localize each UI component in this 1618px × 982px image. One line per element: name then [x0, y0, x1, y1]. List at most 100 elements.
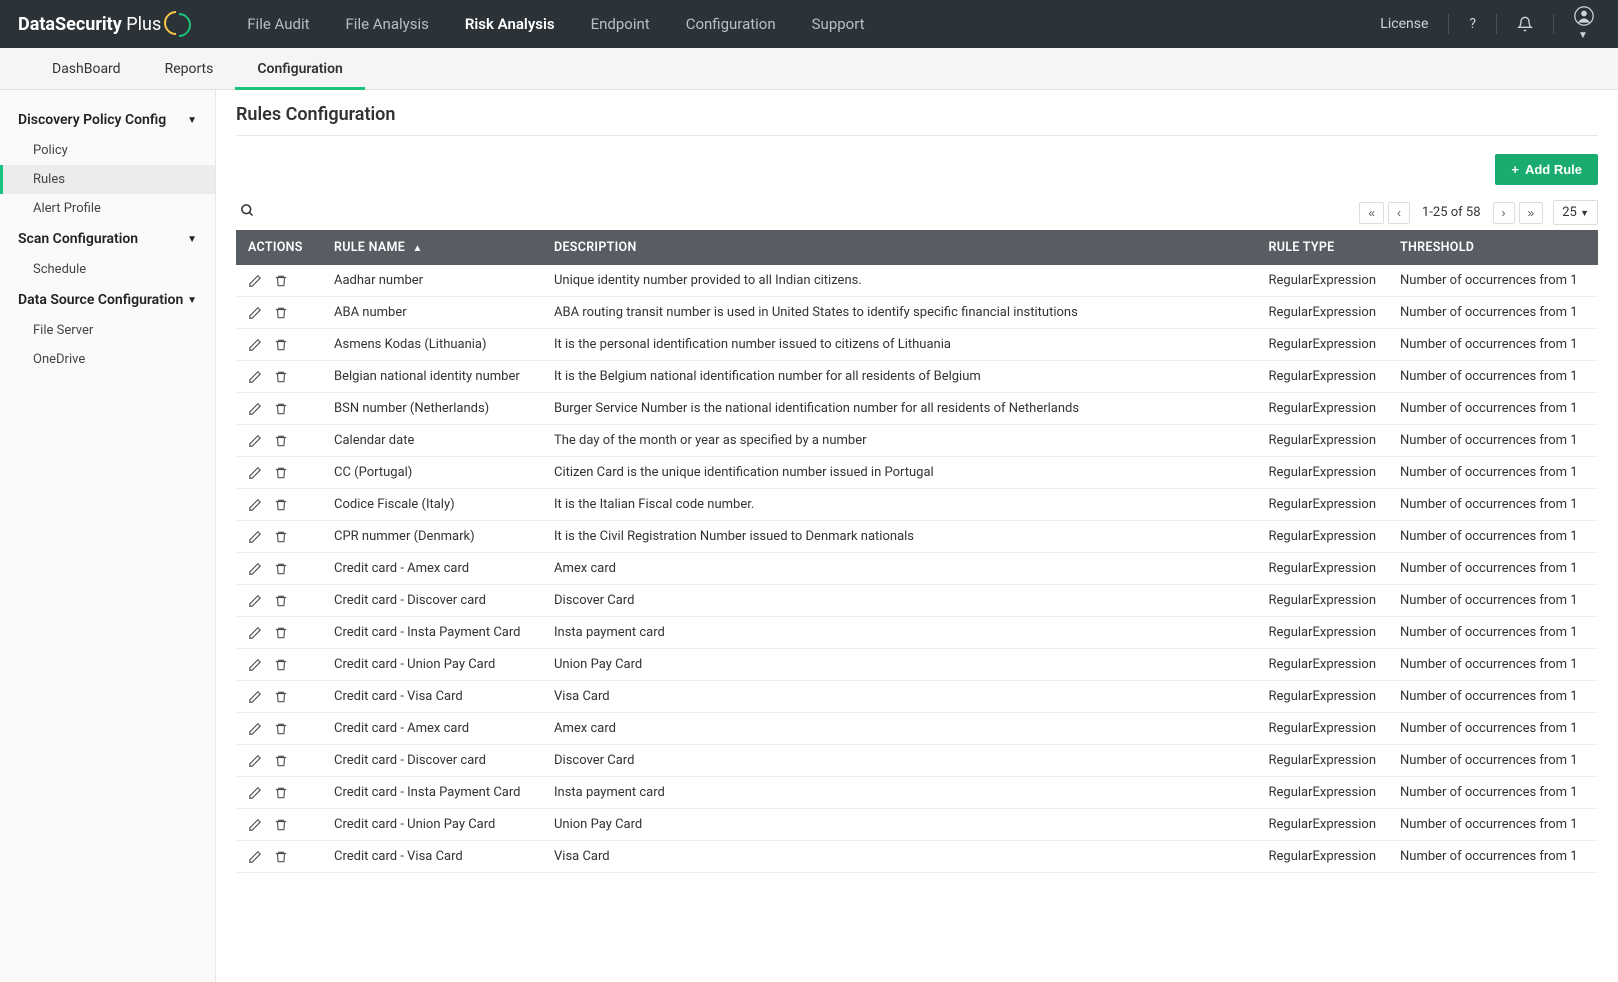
- cell-rule-type: RegularExpression: [1257, 329, 1389, 361]
- divider-line: [236, 135, 1598, 136]
- delete-icon[interactable]: [274, 626, 288, 640]
- add-rule-label: Add Rule: [1525, 162, 1582, 177]
- page-last-button[interactable]: »: [1519, 202, 1544, 224]
- edit-icon[interactable]: [248, 722, 262, 736]
- rules-table: ACTIONS RULE NAME ▲ DESCRIPTION RULE TYP…: [236, 230, 1598, 873]
- page-prev-button[interactable]: ‹: [1388, 202, 1410, 224]
- edit-icon[interactable]: [248, 658, 262, 672]
- sidebar-item[interactable]: File Server: [0, 316, 215, 345]
- col-description[interactable]: DESCRIPTION: [542, 230, 1257, 265]
- col-rule-type[interactable]: RULE TYPE: [1257, 230, 1389, 265]
- topnav-tab[interactable]: File Audit: [229, 0, 327, 48]
- edit-icon[interactable]: [248, 626, 262, 640]
- delete-icon[interactable]: [274, 498, 288, 512]
- edit-icon[interactable]: [248, 818, 262, 832]
- search-icon[interactable]: [236, 199, 259, 226]
- topnav-tab[interactable]: Risk Analysis: [447, 0, 573, 48]
- cell-description: Amex card: [542, 553, 1257, 585]
- user-menu-icon[interactable]: ▼: [1568, 6, 1600, 42]
- page-size-selector[interactable]: 25 ▼: [1553, 200, 1598, 225]
- delete-icon[interactable]: [274, 722, 288, 736]
- edit-icon[interactable]: [248, 690, 262, 704]
- caret-down-icon: ▼: [187, 115, 197, 126]
- delete-icon[interactable]: [274, 402, 288, 416]
- sub-navbar: DashBoardReportsConfiguration: [0, 48, 1618, 90]
- page-next-button[interactable]: ›: [1493, 202, 1515, 224]
- edit-icon[interactable]: [248, 402, 262, 416]
- brand-logo[interactable]: DataSecurity Plus: [18, 13, 189, 35]
- edit-icon[interactable]: [248, 274, 262, 288]
- delete-icon[interactable]: [274, 306, 288, 320]
- delete-icon[interactable]: [274, 530, 288, 544]
- delete-icon[interactable]: [274, 850, 288, 864]
- page-title: Rules Configuration: [236, 104, 1598, 125]
- brand-swirl-icon: [167, 13, 189, 35]
- sidebar-item[interactable]: OneDrive: [0, 345, 215, 374]
- sort-asc-icon: ▲: [412, 243, 422, 254]
- delete-icon[interactable]: [274, 594, 288, 608]
- topnav-tab[interactable]: Support: [794, 0, 883, 48]
- cell-rule-name: Aadhar number: [322, 265, 542, 297]
- subnav-tab[interactable]: Reports: [143, 48, 236, 90]
- subnav-tab[interactable]: DashBoard: [30, 48, 143, 90]
- edit-icon[interactable]: [248, 466, 262, 480]
- edit-icon[interactable]: [248, 498, 262, 512]
- delete-icon[interactable]: [274, 338, 288, 352]
- topnav-tab[interactable]: File Analysis: [328, 0, 447, 48]
- help-icon[interactable]: ?: [1463, 16, 1482, 32]
- table-row: ABA numberABA routing transit number is …: [236, 297, 1598, 329]
- delete-icon[interactable]: [274, 370, 288, 384]
- edit-icon[interactable]: [248, 850, 262, 864]
- topnav-tab[interactable]: Configuration: [668, 0, 794, 48]
- topnav-tab[interactable]: Endpoint: [573, 0, 668, 48]
- delete-icon[interactable]: [274, 690, 288, 704]
- edit-icon[interactable]: [248, 562, 262, 576]
- notification-bell-icon[interactable]: [1511, 16, 1539, 32]
- cell-threshold: Number of occurrences from 1: [1388, 777, 1598, 809]
- add-rule-button[interactable]: + Add Rule: [1495, 154, 1598, 185]
- cell-rule-name: Credit card - Discover card: [322, 585, 542, 617]
- sidebar: Discovery Policy Config▼PolicyRulesAlert…: [0, 90, 216, 982]
- delete-icon[interactable]: [274, 818, 288, 832]
- col-actions: ACTIONS: [236, 230, 322, 265]
- edit-icon[interactable]: [248, 434, 262, 448]
- delete-icon[interactable]: [274, 466, 288, 480]
- col-rule-name[interactable]: RULE NAME ▲: [322, 230, 542, 265]
- edit-icon[interactable]: [248, 754, 262, 768]
- page-first-button[interactable]: «: [1359, 202, 1384, 224]
- delete-icon[interactable]: [274, 786, 288, 800]
- edit-icon[interactable]: [248, 338, 262, 352]
- sidebar-item[interactable]: Policy: [0, 136, 215, 165]
- sidebar-item[interactable]: Schedule: [0, 255, 215, 284]
- delete-icon[interactable]: [274, 274, 288, 288]
- sidebar-item[interactable]: Alert Profile: [0, 194, 215, 223]
- delete-icon[interactable]: [274, 562, 288, 576]
- cell-threshold: Number of occurrences from 1: [1388, 713, 1598, 745]
- sidebar-item[interactable]: Rules: [0, 165, 215, 194]
- delete-icon[interactable]: [274, 658, 288, 672]
- edit-icon[interactable]: [248, 370, 262, 384]
- delete-icon[interactable]: [274, 434, 288, 448]
- cell-rule-name: Codice Fiscale (Italy): [322, 489, 542, 521]
- subnav-tab[interactable]: Configuration: [235, 48, 364, 90]
- cell-description: It is the Italian Fiscal code number.: [542, 489, 1257, 521]
- cell-rule-name: ABA number: [322, 297, 542, 329]
- table-header: ACTIONS RULE NAME ▲ DESCRIPTION RULE TYP…: [236, 230, 1598, 265]
- sidebar-section-header[interactable]: Data Source Configuration▼: [0, 284, 215, 316]
- sidebar-section-header[interactable]: Scan Configuration▼: [0, 223, 215, 255]
- cell-rule-type: RegularExpression: [1257, 777, 1389, 809]
- edit-icon[interactable]: [248, 306, 262, 320]
- cell-threshold: Number of occurrences from 1: [1388, 361, 1598, 393]
- edit-icon[interactable]: [248, 786, 262, 800]
- sidebar-section-header[interactable]: Discovery Policy Config▼: [0, 104, 215, 136]
- table-row: Credit card - Insta Payment CardInsta pa…: [236, 777, 1598, 809]
- edit-icon[interactable]: [248, 594, 262, 608]
- license-link[interactable]: License: [1374, 16, 1434, 32]
- divider: [1448, 14, 1449, 34]
- cell-rule-type: RegularExpression: [1257, 553, 1389, 585]
- col-threshold[interactable]: THRESHOLD: [1388, 230, 1598, 265]
- edit-icon[interactable]: [248, 530, 262, 544]
- cell-description: Union Pay Card: [542, 649, 1257, 681]
- cell-threshold: Number of occurrences from 1: [1388, 489, 1598, 521]
- delete-icon[interactable]: [274, 754, 288, 768]
